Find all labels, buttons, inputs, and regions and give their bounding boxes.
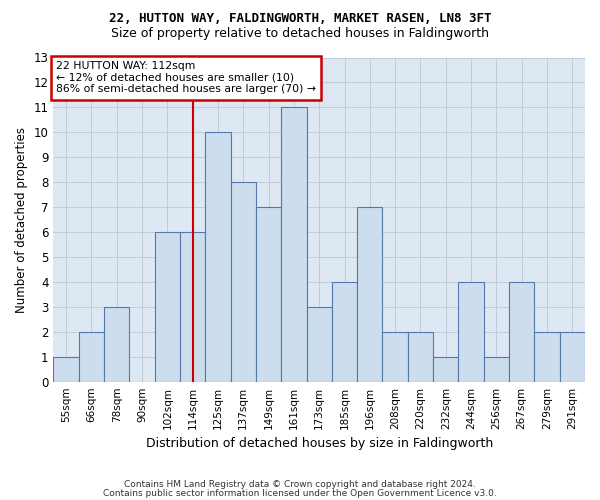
Text: Contains HM Land Registry data © Crown copyright and database right 2024.: Contains HM Land Registry data © Crown c… [124,480,476,489]
Bar [484,356,509,382]
Bar [256,207,281,382]
Bar [509,282,535,382]
Bar [560,332,585,382]
Bar [382,332,408,382]
X-axis label: Distribution of detached houses by size in Faldingworth: Distribution of detached houses by size … [146,437,493,450]
Bar [281,108,307,382]
Bar [307,307,332,382]
Bar [104,307,130,382]
Bar [357,207,382,382]
Bar [180,232,205,382]
Text: Contains public sector information licensed under the Open Government Licence v3: Contains public sector information licen… [103,490,497,498]
Bar [535,332,560,382]
Bar [205,132,230,382]
Text: 22 HUTTON WAY: 112sqm
← 12% of detached houses are smaller (10)
86% of semi-deta: 22 HUTTON WAY: 112sqm ← 12% of detached … [56,61,316,94]
Bar [155,232,180,382]
Bar [53,356,79,382]
Bar [79,332,104,382]
Y-axis label: Number of detached properties: Number of detached properties [15,126,28,312]
Bar [458,282,484,382]
Bar [408,332,433,382]
Text: 22, HUTTON WAY, FALDINGWORTH, MARKET RASEN, LN8 3FT: 22, HUTTON WAY, FALDINGWORTH, MARKET RAS… [109,12,491,26]
Bar [230,182,256,382]
Text: Size of property relative to detached houses in Faldingworth: Size of property relative to detached ho… [111,28,489,40]
Bar [332,282,357,382]
Bar [433,356,458,382]
